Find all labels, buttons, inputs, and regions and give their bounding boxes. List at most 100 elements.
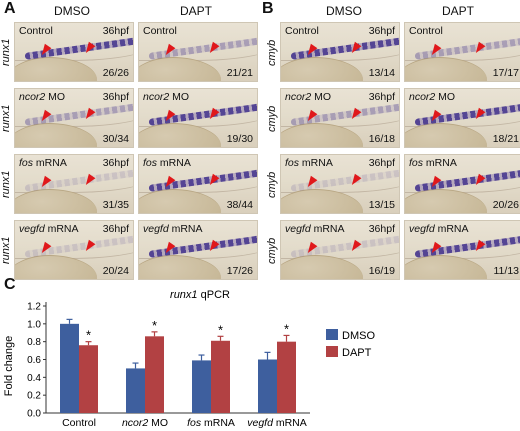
tile-condition-label: fos mRNA — [285, 157, 333, 169]
embryo-image-tile: Control 36hpf 13/14 — [280, 22, 400, 82]
embryo-image-tile: fos mRNA 36hpf 13/15 — [280, 154, 400, 214]
legend-swatch-dapt — [326, 346, 338, 357]
tile-condition-label: vegfd mRNA — [285, 223, 345, 235]
embryo-image-tile: ncor2 MO 36hpf 30/34 — [14, 88, 134, 148]
tile-condition-label: Control — [143, 25, 177, 37]
y-tick-label: 0.0 — [27, 409, 41, 420]
tile-condition-label: vegfd mRNA — [143, 223, 203, 235]
tile-stage-label: 36hpf — [368, 25, 395, 37]
tile-embryo-count: 17/26 — [226, 265, 253, 277]
tile-condition-label: Control — [409, 25, 443, 37]
yolk-extension — [15, 57, 97, 81]
embryo-image-tile: fos mRNA 36hpf 31/35 — [14, 154, 134, 214]
significance-star: * — [86, 328, 91, 343]
bar-dmso — [258, 359, 277, 413]
y-axis-label: Fold change — [3, 336, 15, 397]
embryo-image-tile: vegfd mRNA 36hpf 20/24 — [14, 220, 134, 280]
embryo-image-tile: Control 36hpf 26/26 — [14, 22, 134, 82]
x-tick-label: vegfd mRNA — [247, 417, 307, 429]
runx1-qpcr-bar-chart: runx1 qPCR Fold change 0.0 0.2 0.4 0.6 0.8 1.… — [3, 289, 375, 429]
y-tick-label: 0.6 — [27, 355, 41, 366]
x-tick-label: Control — [62, 417, 96, 429]
tile-stage-label: 36hpf — [368, 91, 395, 103]
panel-c-letter: C — [4, 276, 16, 293]
panel-a-letter: A — [4, 0, 16, 17]
x-tick-label: fos mRNA — [187, 417, 235, 429]
row-gene-label: runx1 — [0, 38, 12, 66]
chart-title: runx1 qPCR — [170, 289, 230, 301]
row-gene-label: cmyb — [266, 237, 278, 264]
tile-condition-label: ncor2 MO — [19, 91, 66, 103]
tile-condition-label: vegfd mRNA — [409, 223, 469, 235]
tile-embryo-count: 18/21 — [492, 133, 519, 145]
panel-a-dmso-header: DMSO — [54, 4, 90, 18]
tile-condition-label: fos mRNA — [19, 157, 67, 169]
y-tick-label: 0.2 — [27, 391, 41, 402]
tile-condition-label: ncor2 MO — [143, 91, 190, 103]
row-gene-label: cmyb — [266, 171, 278, 198]
embryo-image-tile: ncor2 MO 19/30 — [138, 88, 258, 148]
row-gene-label: cmyb — [266, 105, 278, 132]
significance-star: * — [218, 322, 223, 337]
panel-a-dapt-header: DAPT — [179, 4, 212, 18]
legend-swatch-dmso — [326, 329, 338, 340]
tile-condition-label: fos mRNA — [143, 157, 191, 169]
y-tick-label: 1.0 — [27, 319, 41, 330]
y-tick-label: 0.4 — [27, 373, 41, 384]
embryo-image-tile: ncor2 MO 18/21 — [404, 88, 520, 148]
yolk-extension — [15, 123, 97, 147]
tile-embryo-count: 26/26 — [102, 67, 129, 79]
tile-embryo-count: 17/17 — [492, 67, 519, 79]
bar-dmso — [126, 368, 145, 413]
tile-stage-label: 36hpf — [102, 91, 129, 103]
legend-label-dapt: DAPT — [342, 347, 372, 359]
tile-condition-label: vegfd mRNA — [19, 223, 79, 235]
legend-label-dmso: DMSO — [342, 330, 375, 342]
y-tick-label: 1.2 — [27, 302, 41, 313]
embryo-image-tile: vegfd mRNA 17/26 — [138, 220, 258, 280]
bar-dmso — [60, 323, 79, 413]
tile-condition-label: Control — [285, 25, 319, 37]
tile-stage-label: 36hpf — [368, 223, 395, 235]
tile-embryo-count: 16/19 — [368, 265, 395, 277]
tile-condition-label: ncor2 MO — [285, 91, 332, 103]
row-gene-label: cmyb — [266, 39, 278, 66]
x-tick-label: ncor2 MO — [122, 417, 168, 429]
embryo-image-tile: fos mRNA 38/44 — [138, 154, 258, 214]
tile-embryo-count: 19/30 — [226, 133, 253, 145]
embryo-image-tile: Control 17/17 — [404, 22, 520, 82]
bar-dmso — [192, 360, 211, 413]
tile-condition-label: ncor2 MO — [409, 91, 456, 103]
bar-dapt — [79, 345, 98, 413]
panel-b-letter: B — [262, 0, 274, 17]
tile-condition-label: Control — [19, 25, 53, 37]
embryo-image-tile: Control 21/21 — [138, 22, 258, 82]
embryo-image-tile: vegfd mRNA 11/13 — [404, 220, 520, 280]
row-gene-label: runx1 — [0, 236, 12, 264]
embryo-image-tile: ncor2 MO 36hpf 16/18 — [280, 88, 400, 148]
tile-condition-label: fos mRNA — [409, 157, 457, 169]
bar-dapt — [211, 340, 230, 413]
tile-stage-label: 36hpf — [102, 25, 129, 37]
panel-b-dmso-header: DMSO — [326, 4, 362, 18]
tile-stage-label: 36hpf — [102, 157, 129, 169]
tile-stage-label: 36hpf — [102, 223, 129, 235]
tile-embryo-count: 16/18 — [368, 133, 395, 145]
tile-embryo-count: 30/34 — [102, 133, 129, 145]
tile-stage-label: 36hpf — [368, 157, 395, 169]
tile-embryo-count: 31/35 — [102, 199, 129, 211]
tile-embryo-count: 20/26 — [492, 199, 519, 211]
significance-star: * — [152, 318, 157, 333]
row-gene-label: runx1 — [0, 170, 12, 198]
tile-embryo-count: 11/13 — [493, 265, 520, 277]
significance-star: * — [284, 321, 289, 336]
y-tick-label: 0.8 — [27, 337, 41, 348]
embryo-image-tile: vegfd mRNA 36hpf 16/19 — [280, 220, 400, 280]
tile-embryo-count: 13/14 — [368, 67, 395, 79]
tile-embryo-count: 38/44 — [226, 199, 253, 211]
embryo-image-tile: fos mRNA 20/26 — [404, 154, 520, 214]
yolk-extension — [281, 189, 363, 213]
tile-embryo-count: 21/21 — [226, 67, 253, 79]
row-gene-label: runx1 — [0, 104, 12, 132]
bar-dapt — [277, 341, 296, 413]
